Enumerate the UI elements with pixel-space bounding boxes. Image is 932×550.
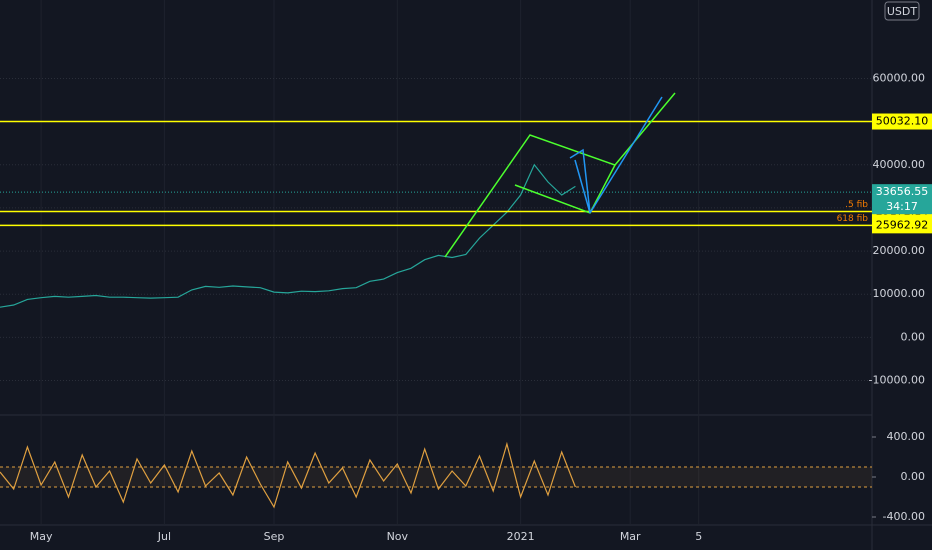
countdown: 34:17: [886, 200, 918, 213]
y-tick-label: 400.00: [887, 430, 926, 443]
x-tick-label: Jul: [157, 530, 171, 543]
last-price-label: 33656.55: [876, 185, 929, 198]
drawings: [444, 92, 676, 258]
level-label-box: [872, 113, 932, 130]
y-tick-label: 10000.00: [873, 287, 926, 300]
y-tick-label: 0.00: [901, 470, 926, 483]
y-tick-label: 0.00: [901, 330, 926, 343]
measure-arrow: [569, 148, 591, 214]
y-tick-label: 20000.00: [873, 244, 926, 257]
currency-box[interactable]: [884, 1, 920, 21]
y-tick-label: 60000.00: [873, 72, 926, 85]
x-tick-label: 2021: [507, 530, 535, 543]
x-tick-label: Mar: [620, 530, 641, 543]
x-tick-label: 5: [695, 530, 702, 543]
series-line: [0, 441, 576, 509]
x-tick-label: Nov: [387, 530, 409, 543]
y-tick-label: -400.00: [883, 510, 925, 523]
x-tick-label: Sep: [264, 530, 285, 543]
y-tick-label: -10000.00: [869, 373, 925, 386]
target-arrow: [589, 96, 663, 214]
x-tick-label: May: [30, 530, 53, 543]
last-price-box: [872, 184, 932, 215]
fib-label: 618 fib: [837, 214, 869, 224]
channel-projection: [614, 92, 676, 166]
fib-label: .5 fib: [845, 200, 868, 210]
band-fill: [0, 467, 872, 487]
level-label: 25962.92: [876, 218, 929, 231]
series-line: [0, 163, 576, 308]
y-tick-label: 40000.00: [873, 158, 926, 171]
currency[interactable]: USDT: [887, 5, 918, 18]
level-label-box: [872, 217, 932, 234]
level-label: 50032.10: [876, 115, 929, 128]
